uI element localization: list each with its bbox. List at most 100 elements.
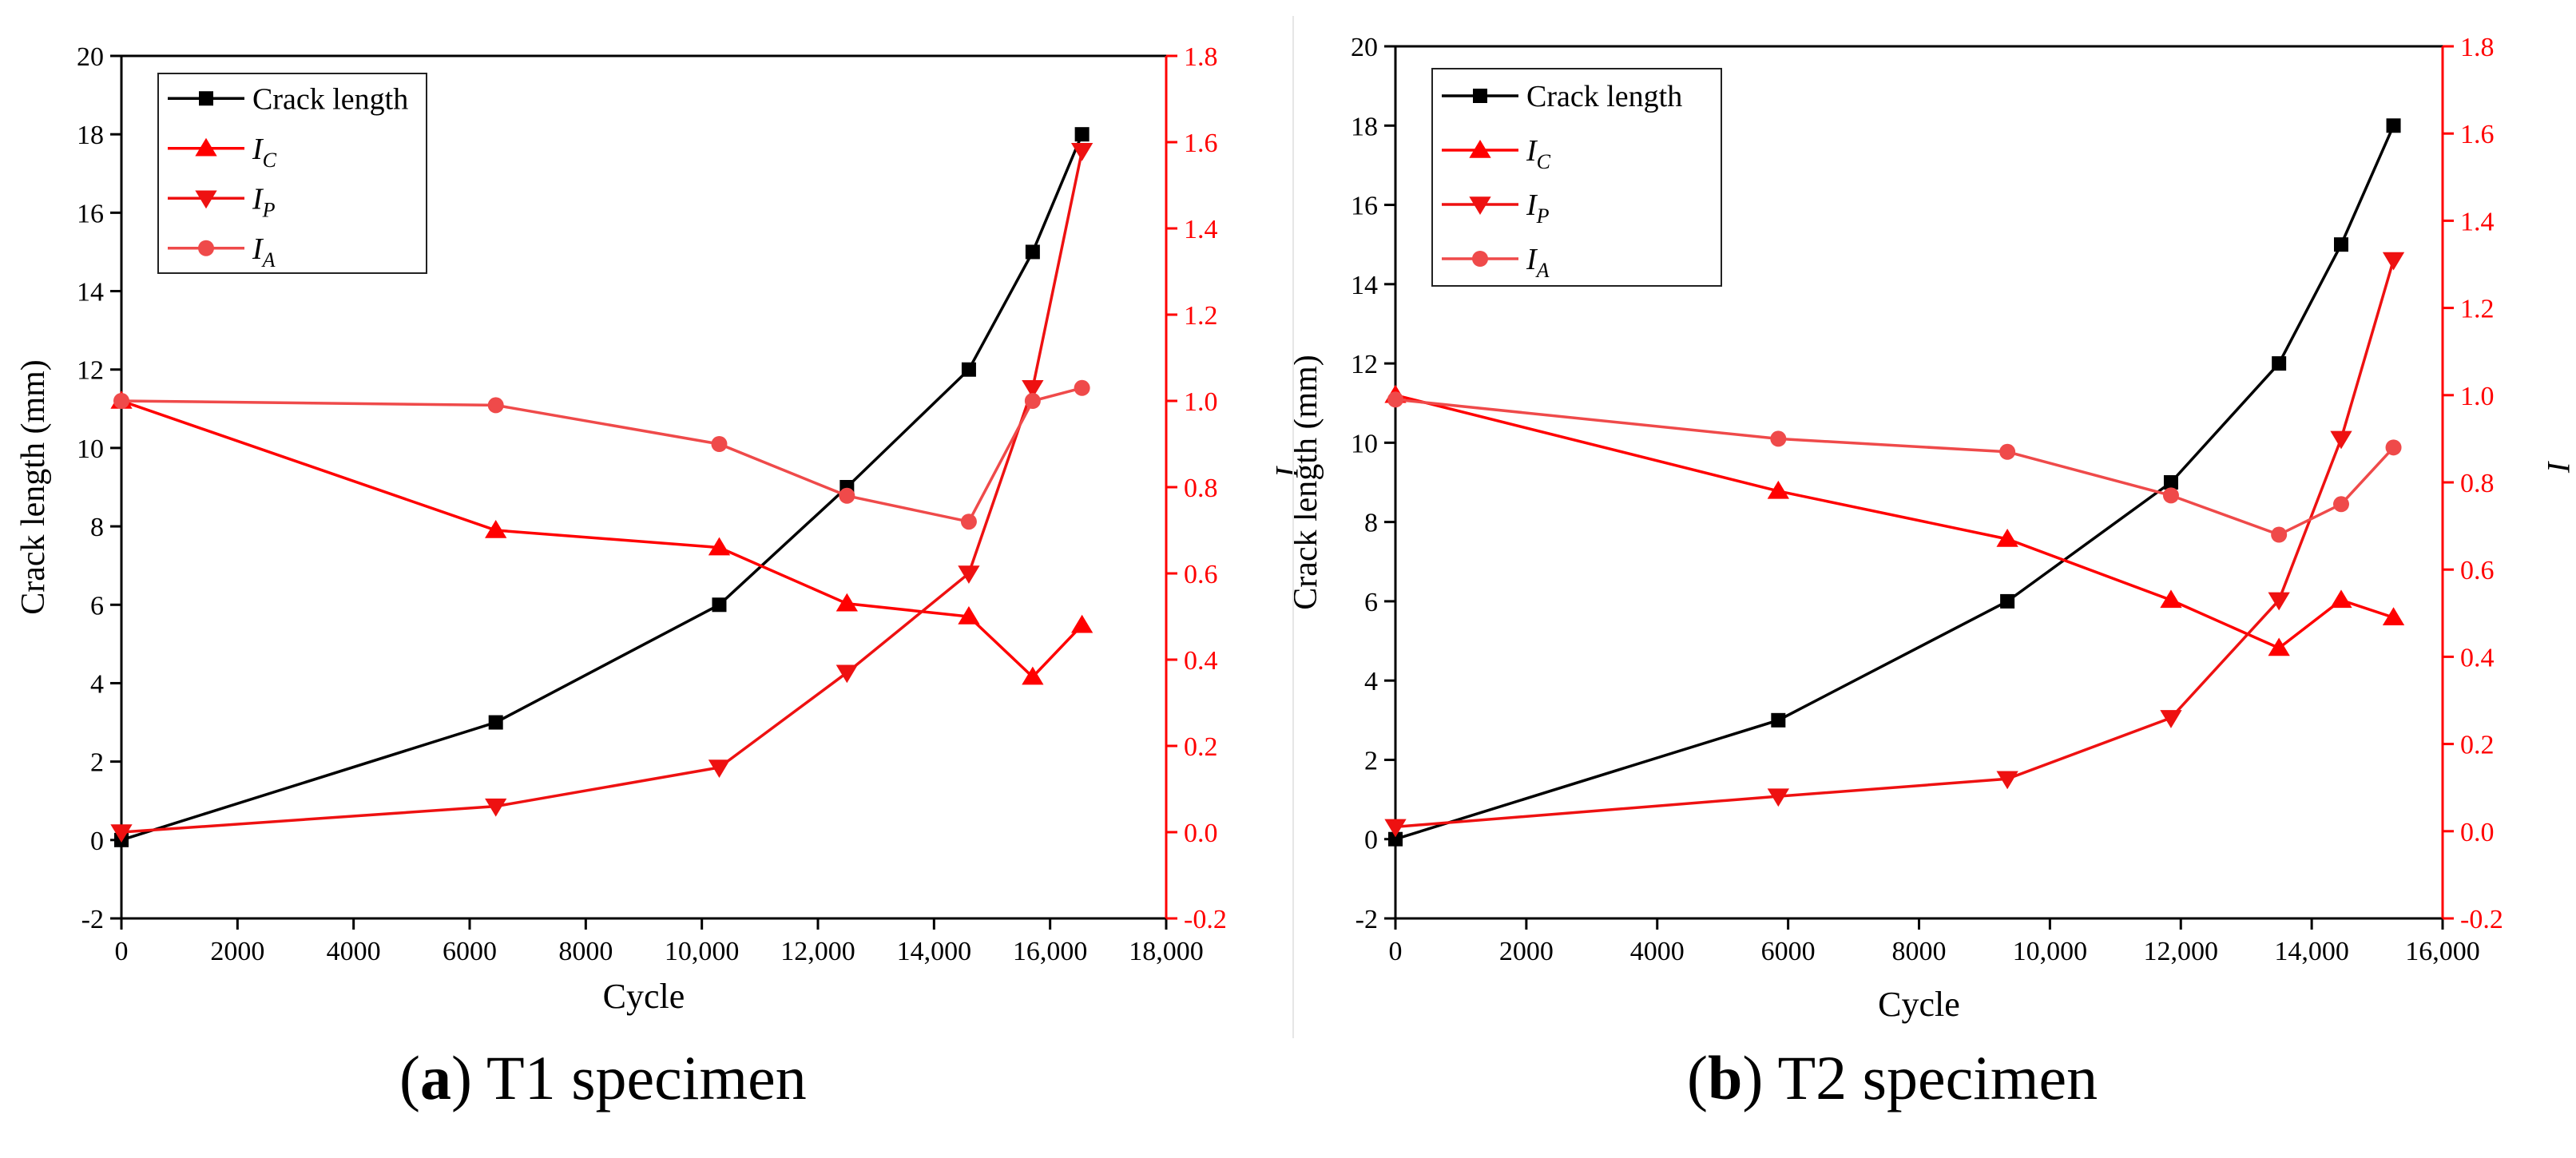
y-tick-label: 18 — [77, 121, 104, 150]
legend-label-main: I — [252, 182, 264, 216]
legend-label: IA — [1526, 243, 1550, 282]
legend-label-main: I — [252, 133, 264, 166]
data-point — [110, 824, 133, 843]
data-point — [2162, 487, 2179, 504]
y2-tick-label: 0.0 — [2460, 818, 2495, 847]
data-point — [1996, 771, 2018, 790]
series-I-A — [1387, 391, 2402, 543]
y-tick-label: 2 — [90, 748, 104, 778]
legend-box — [1431, 68, 1722, 287]
data-point — [1022, 666, 1044, 685]
y-tick-label: 20 — [77, 42, 104, 72]
y-tick-label: 16 — [1351, 192, 1378, 221]
y2-tick-label: 0.0 — [1184, 819, 1218, 848]
legend-label-main: I — [252, 232, 264, 266]
x-tick-label: 14,000 — [2274, 937, 2349, 966]
data-point — [1074, 127, 1090, 142]
x-tick-label: 4000 — [327, 937, 381, 966]
legend-label-main: I — [1526, 243, 1538, 276]
series-line — [1395, 260, 2395, 829]
legend-marker — [198, 240, 214, 256]
data-point — [1025, 244, 1040, 260]
legend-label-sub: A — [261, 248, 276, 272]
data-point — [711, 436, 728, 452]
x-tick-label: 16,000 — [1013, 937, 1088, 966]
y2-tick-label: 1.6 — [1184, 129, 1218, 158]
legend-marker — [1472, 251, 1488, 267]
data-point — [1767, 788, 1789, 807]
data-point — [836, 593, 858, 612]
y2-tick-label: 1.2 — [2460, 295, 2495, 324]
series-line — [121, 387, 1083, 524]
data-point — [2332, 496, 2349, 513]
data-point — [2160, 589, 2182, 609]
data-point — [488, 715, 503, 730]
y2-axis-label: I — [1269, 465, 1305, 478]
x-tick-label: 0 — [1389, 937, 1403, 966]
legend-label-sub: C — [263, 149, 277, 172]
y2-tick-label: 0.8 — [1184, 474, 1218, 503]
legend-label: IP — [252, 182, 276, 221]
y2-tick-label: 1.6 — [2460, 120, 2495, 149]
y2-tick-label: 0.2 — [2460, 731, 2495, 760]
panel-divider — [1292, 16, 1294, 1038]
x-tick-label: 2000 — [210, 937, 264, 966]
y-tick-label: 14 — [1351, 271, 1378, 300]
y-tick-label: -2 — [81, 905, 104, 934]
y2-tick-label: 1.0 — [1184, 387, 1218, 417]
data-point — [2160, 710, 2182, 728]
legend-label: Crack length — [252, 82, 408, 116]
legend-marker — [1469, 140, 1491, 158]
data-point — [1388, 831, 1403, 847]
data-point — [708, 537, 731, 556]
data-point — [839, 487, 855, 504]
series-I-C — [1384, 384, 2405, 656]
data-point — [1996, 528, 2018, 547]
data-point — [113, 393, 129, 409]
data-point — [1074, 379, 1090, 396]
legend-box — [157, 73, 427, 274]
legend-marker — [1473, 89, 1487, 103]
data-point — [2271, 526, 2288, 543]
y2-tick-label: 1.8 — [1184, 42, 1218, 72]
x-tick-label: 16,000 — [2405, 937, 2480, 966]
y-tick-label: 12 — [1351, 350, 1378, 379]
x-tick-label: 4000 — [1630, 937, 1685, 966]
data-point — [485, 520, 507, 538]
data-point — [712, 597, 727, 613]
data-point — [960, 514, 977, 530]
chart-T1: 0 2000 4000 6000 8000 10,000 12,000 14,000 16,00… — [15, 42, 1305, 1016]
data-point — [958, 565, 980, 584]
x-tick-label: 8000 — [1892, 937, 1947, 966]
y2-tick-label: -0.2 — [2460, 905, 2503, 934]
x-axis-label: Cycle — [603, 977, 685, 1016]
x-axis-label: Cycle — [1878, 985, 1960, 1024]
caption-b: (b) T2 specimen — [1687, 1043, 2098, 1112]
data-point — [487, 397, 504, 414]
y2-tick-label: -0.2 — [1184, 905, 1227, 934]
legend-marker — [1469, 196, 1491, 215]
series-I-P — [110, 143, 1094, 843]
y-axis-label: Crack length (mm) — [15, 359, 52, 615]
data-point — [485, 798, 507, 817]
data-point — [2268, 637, 2290, 656]
legend-label-sub: P — [262, 198, 276, 221]
y2-tick-label: 0.8 — [2460, 469, 2495, 498]
y-tick-label: 14 — [77, 278, 104, 307]
y2-tick-label: 0.4 — [2460, 643, 2495, 672]
y2-tick-label: 1.4 — [2460, 207, 2495, 236]
series-I-P — [1384, 252, 2405, 838]
legend-marker — [199, 91, 213, 106]
x-tick-label: 8000 — [558, 937, 613, 966]
legend-label-sub: C — [1537, 150, 1551, 173]
x-tick-label: 10,000 — [665, 937, 740, 966]
data-point — [1770, 430, 1787, 447]
data-point — [2382, 607, 2405, 626]
data-point — [2163, 475, 2178, 490]
caption-a-letter: a — [419, 1043, 451, 1112]
x-tick-label: 6000 — [443, 937, 497, 966]
data-point — [1384, 819, 1407, 838]
